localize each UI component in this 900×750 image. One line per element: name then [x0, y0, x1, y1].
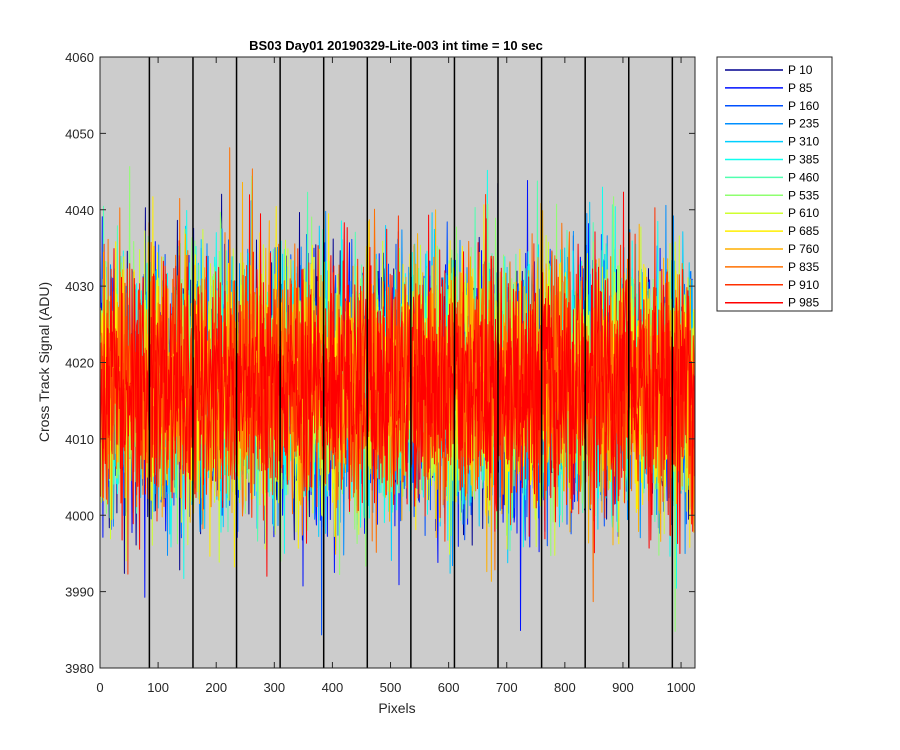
series-layer — [99, 147, 696, 636]
y-tick-label: 4050 — [65, 126, 94, 141]
x-axis: 0 100 200 300 400 500 600 700 800 900 1000 — [96, 57, 696, 695]
legend-items: P 10 P 85 P 160 P 235 P 310 P 385 P 460 P 535 P … — [725, 63, 819, 310]
x-axis-label: Pixels — [378, 700, 415, 716]
legend-label: P 610 — [788, 206, 819, 220]
y-tick-label: 4010 — [65, 432, 94, 447]
legend-item: P 160 — [725, 99, 819, 113]
x-tick-label: 300 — [263, 680, 285, 695]
legend-item: P 835 — [725, 260, 819, 274]
y-tick-label: 3980 — [65, 661, 94, 676]
vertical-marker-layer — [148, 57, 674, 668]
x-tick-label: 1000 — [667, 680, 696, 695]
legend-label: P 310 — [788, 135, 819, 149]
x-tick-label: 200 — [205, 680, 227, 695]
legend-label: P 235 — [788, 117, 819, 131]
legend-label: P 10 — [788, 63, 813, 77]
legend-label: P 685 — [788, 224, 819, 238]
legend-item: P 10 — [725, 63, 813, 77]
x-tick-label: 0 — [96, 680, 103, 695]
x-tick-label: 800 — [554, 680, 576, 695]
y-axis-label: Cross Track Signal (ADU) — [36, 282, 52, 442]
legend-item: P 385 — [725, 153, 819, 167]
x-tick-label: 400 — [322, 680, 344, 695]
legend-label: P 985 — [788, 296, 819, 310]
legend-item: P 535 — [725, 188, 819, 202]
legend-label: P 385 — [788, 153, 819, 167]
y-axis: 3980 3990 4000 4010 4020 4030 4040 4050 4060 — [65, 50, 695, 676]
chart-title: BS03 Day01 20190329-Lite-003 int time = … — [249, 38, 543, 53]
x-tick-label: 900 — [612, 680, 634, 695]
legend-label: P 910 — [788, 278, 819, 292]
x-tick-label: 100 — [147, 680, 169, 695]
legend-item: P 235 — [725, 117, 819, 131]
legend-label: P 835 — [788, 260, 819, 274]
y-tick-label: 4060 — [65, 50, 94, 65]
x-tick-label: 700 — [496, 680, 518, 695]
legend-item: P 85 — [725, 81, 813, 95]
legend-item: P 985 — [725, 296, 819, 310]
legend-box — [716, 56, 833, 312]
legend-item: P 310 — [725, 135, 819, 149]
legend-item: P 685 — [725, 224, 819, 238]
legend-label: P 85 — [788, 81, 813, 95]
legend-item: P 610 — [725, 206, 819, 220]
legend-item: P 460 — [725, 170, 819, 184]
legend-label: P 160 — [788, 99, 819, 113]
series-line-p-985 — [99, 191, 696, 577]
legend: P 10 P 85 P 160 P 235 P 310 P 385 P 460 P 535 P … — [716, 56, 833, 312]
y-tick-label: 4040 — [65, 203, 94, 218]
legend-label: P 760 — [788, 242, 819, 256]
y-tick-label: 4020 — [65, 356, 94, 371]
legend-label: P 460 — [788, 170, 819, 184]
y-tick-label: 4030 — [65, 279, 94, 294]
y-tick-label: 3990 — [65, 585, 94, 600]
x-tick-label: 600 — [438, 680, 460, 695]
legend-label: P 535 — [788, 188, 819, 202]
legend-item: P 910 — [725, 278, 819, 292]
x-tick-label: 500 — [380, 680, 402, 695]
legend-item: P 760 — [725, 242, 819, 256]
y-tick-label: 4000 — [65, 508, 94, 523]
